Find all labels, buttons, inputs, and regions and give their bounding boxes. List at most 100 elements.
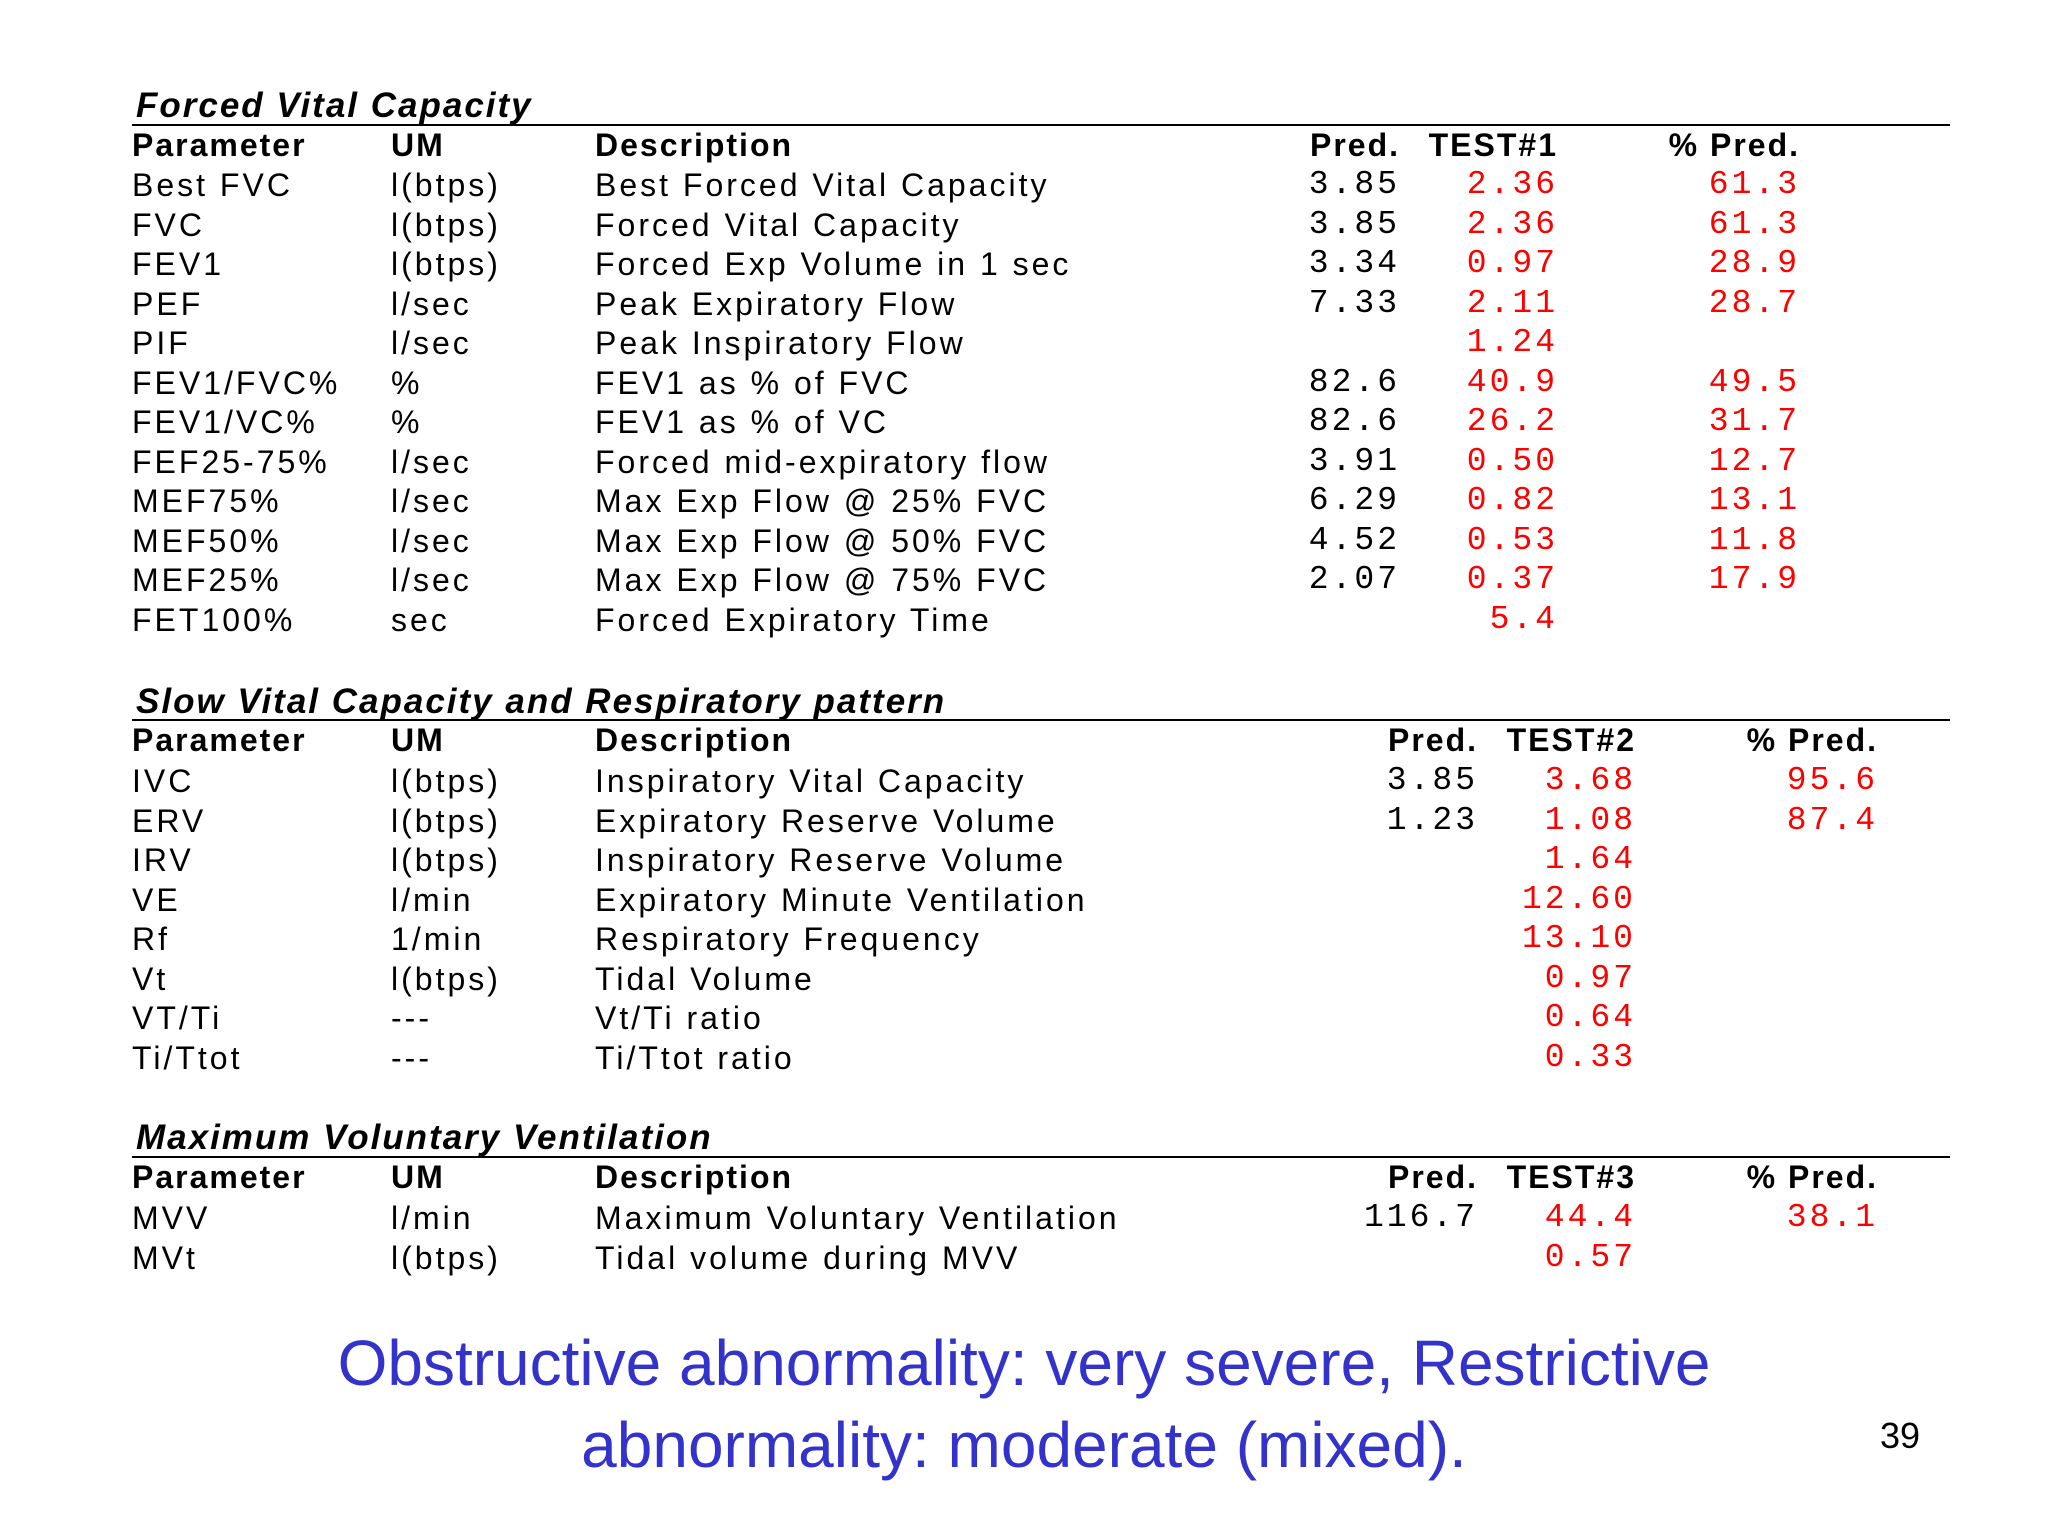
cell-parameter: FEV1/VC% bbox=[132, 404, 318, 440]
table-row: Vt l(btps) Tidal Volume 0.97 bbox=[0, 959, 2048, 999]
cell-pred bbox=[1240, 600, 1400, 640]
header-pct-pred: % Pred. bbox=[1746, 1159, 1878, 1195]
cell-parameter: FEV1 bbox=[132, 246, 225, 282]
cell-test: 2.11 bbox=[1466, 284, 1558, 322]
header-um: UM bbox=[391, 722, 445, 758]
header-um: UM bbox=[391, 127, 445, 163]
cell-pct-pred: 31.7 bbox=[1708, 403, 1800, 440]
cell-pred bbox=[1240, 323, 1400, 363]
cell-pct-pred bbox=[1718, 919, 1878, 959]
cell-parameter: IVC bbox=[132, 763, 195, 799]
cell-description: Inspiratory Vital Capacity bbox=[595, 763, 1027, 799]
cell-pred: 3.85 bbox=[1308, 205, 1400, 243]
cell-um: l/min bbox=[391, 881, 474, 918]
cell-parameter: PEF bbox=[132, 285, 204, 322]
cell-pct-pred: 38.1 bbox=[1786, 1199, 1878, 1236]
table-row: MVV l/min Maximum Voluntary Ventilation 116… bbox=[0, 1198, 2048, 1238]
cell-test: 0.57 bbox=[1544, 1238, 1636, 1276]
cell-description: Forced Exp Volume in 1 sec bbox=[595, 246, 1072, 282]
cell-pct-pred: 11.8 bbox=[1708, 521, 1800, 559]
cell-pct-pred bbox=[1640, 323, 1800, 363]
cell-description: FEV1 as % of FVC bbox=[595, 364, 912, 401]
cell-um: l/sec bbox=[391, 443, 472, 480]
section-title: Slow Vital Capacity and Respiratory patt… bbox=[136, 682, 947, 721]
table-row: FEV1 l(btps) Forced Exp Volume in 1 sec 3.3… bbox=[0, 244, 2048, 284]
header-description: Description bbox=[595, 127, 794, 163]
header-description: Description bbox=[595, 1159, 794, 1195]
cell-parameter: MVV bbox=[132, 1200, 211, 1236]
header-description: Description bbox=[595, 722, 794, 758]
cell-pred: 6.29 bbox=[1308, 482, 1400, 519]
cell-um: l(btps) bbox=[391, 1239, 501, 1276]
table-row: Best FVC l(btps) Best Forced Vital Capacit… bbox=[0, 165, 2048, 205]
cell-um: l/sec bbox=[391, 522, 472, 559]
cell-description: Forced mid-expiratory flow bbox=[595, 443, 1050, 480]
table-row: FVC l(btps) Forced Vital Capacity 3.85 2.36 6… bbox=[0, 205, 2048, 245]
cell-parameter: Ti/Ttot bbox=[132, 1039, 243, 1076]
cell-pct-pred: 87.4 bbox=[1786, 801, 1878, 839]
cell-description: Max Exp Flow @ 50% FVC bbox=[595, 522, 1050, 559]
header-row: Parameter UM Description Pred. TEST#2 % … bbox=[0, 720, 2048, 760]
cell-um: % bbox=[391, 364, 423, 401]
cell-description: Vt/Ti ratio bbox=[595, 1000, 764, 1036]
header-parameter: Parameter bbox=[132, 1159, 307, 1195]
cell-pred bbox=[1318, 998, 1478, 1038]
cell-pct-pred: 28.9 bbox=[1708, 245, 1800, 282]
cell-description: Max Exp Flow @ 75% FVC bbox=[595, 562, 1050, 598]
header-pred: Pred. bbox=[1309, 127, 1400, 163]
cell-pct-pred: 13.1 bbox=[1708, 482, 1800, 519]
cell-pct-pred: 12.7 bbox=[1708, 442, 1800, 480]
cell-parameter: MEF50% bbox=[132, 522, 282, 559]
table-row: PIF l/sec Peak Inspiratory Flow 1.24 bbox=[0, 323, 2048, 363]
cell-parameter: Best FVC bbox=[132, 167, 293, 203]
table-row: VT/Ti --- Vt/Ti ratio 0.64 bbox=[0, 998, 2048, 1038]
header-test: TEST#2 bbox=[1506, 722, 1636, 758]
caption-line-2: abnormality: moderate (mixed). bbox=[581, 1409, 1467, 1481]
cell-um: l(btps) bbox=[391, 802, 501, 839]
section-title: Maximum Voluntary Ventilation bbox=[136, 1118, 713, 1157]
cell-test: 3.68 bbox=[1544, 762, 1636, 799]
cell-description: Expiratory Minute Ventilation bbox=[595, 881, 1088, 918]
cell-um: l(btps) bbox=[391, 206, 501, 243]
cell-parameter: MEF75% bbox=[132, 483, 282, 519]
cell-pct-pred bbox=[1718, 1038, 1878, 1078]
cell-pct-pred bbox=[1718, 998, 1878, 1038]
cell-pct-pred: 61.3 bbox=[1708, 166, 1800, 203]
cell-um: l(btps) bbox=[391, 167, 501, 203]
cell-pct-pred: 49.5 bbox=[1708, 363, 1800, 401]
table-row: Rf 1/min Respiratory Frequency 13.10 bbox=[0, 919, 2048, 959]
cell-test: 1.64 bbox=[1544, 841, 1636, 878]
table-row: Ti/Ttot --- Ti/Ttot ratio 0.33 bbox=[0, 1038, 2048, 1078]
table-row: MEF50% l/sec Max Exp Flow @ 50% FVC 4.52 0.5… bbox=[0, 521, 2048, 561]
cell-description: Expiratory Reserve Volume bbox=[595, 802, 1058, 839]
table-row: MVt l(btps) Tidal volume during MVV 0.57 bbox=[0, 1238, 2048, 1278]
cell-pred: 4.52 bbox=[1308, 521, 1400, 559]
header-row: Parameter UM Description Pred. TEST#3 % … bbox=[0, 1157, 2048, 1197]
cell-test: 1.08 bbox=[1544, 801, 1636, 839]
section-rule bbox=[132, 124, 1950, 126]
caption-line-1: Obstructive abnormality: very severe, Re… bbox=[337, 1327, 1711, 1399]
cell-um: l(btps) bbox=[391, 960, 501, 997]
cell-test: 13.10 bbox=[1521, 920, 1636, 957]
cell-description: Tidal volume during MVV bbox=[595, 1239, 1021, 1276]
cell-description: Forced Vital Capacity bbox=[595, 206, 962, 243]
cell-test: 2.36 bbox=[1466, 205, 1558, 243]
cell-pred: 116.7 bbox=[1363, 1199, 1478, 1236]
cell-pred bbox=[1318, 959, 1478, 999]
cell-pct-pred: 17.9 bbox=[1708, 561, 1800, 598]
cell-description: Inspiratory Reserve Volume bbox=[595, 842, 1067, 878]
cell-pred: 3.85 bbox=[1386, 762, 1478, 799]
cell-parameter: MVt bbox=[132, 1239, 198, 1276]
header-test: TEST#1 bbox=[1428, 127, 1558, 163]
cell-um: l(btps) bbox=[391, 246, 501, 282]
table-row: FEV1/VC%% FEV1 as % of VC 82.6 26.2 31.7 bbox=[0, 402, 2048, 442]
cell-parameter: ERV bbox=[132, 802, 207, 839]
cell-description: Maximum Voluntary Ventilation bbox=[595, 1200, 1120, 1236]
cell-description: Peak Inspiratory Flow bbox=[595, 325, 966, 361]
cell-um: --- bbox=[391, 1039, 432, 1076]
cell-test: 0.50 bbox=[1466, 442, 1558, 480]
cell-description: Respiratory Frequency bbox=[595, 921, 982, 957]
cell-pct-pred: 61.3 bbox=[1708, 205, 1800, 243]
cell-um: % bbox=[391, 404, 423, 440]
cell-pred bbox=[1318, 919, 1478, 959]
